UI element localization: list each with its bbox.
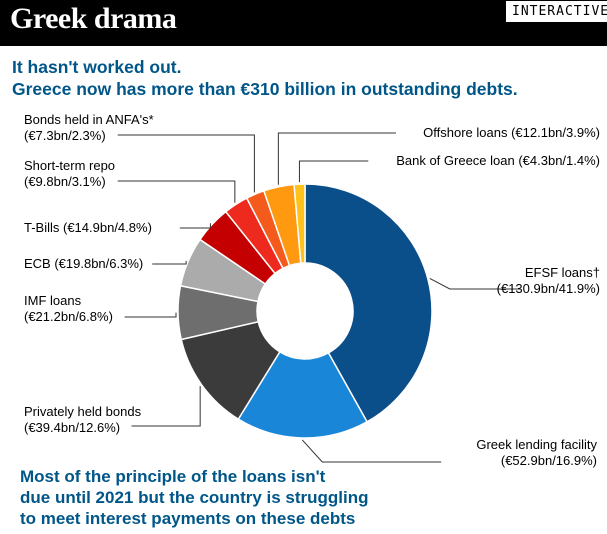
footnote-line-1: Most of the principle of the loans isn't [20, 467, 326, 486]
label-efsf-loans-line-1: EFSF loans† [525, 265, 600, 280]
page-title: Greek drama [10, 2, 177, 35]
leader-line-offshore-loans [277, 132, 396, 185]
leader-line-greek-lending-facility [301, 439, 442, 463]
footnote-line-2: due until 2021 but the country is strugg… [20, 488, 369, 507]
label-bonds-held-in-anfa-s-line-1: Bonds held in ANFA's* [24, 112, 154, 127]
leader-line-imf-loans [124, 312, 177, 318]
label-imf-loans-line-2: (€21.2bn/6.8%) [24, 309, 113, 324]
subtitle-line-2: Greece now has more than €310 billion in… [12, 79, 518, 99]
subtitle-line-1: It hasn't worked out. [12, 57, 182, 77]
label-t-bills: T-Bills (€14.9bn/4.8%) [24, 220, 152, 235]
subtitle: It hasn't worked out. Greece now has mor… [12, 56, 518, 100]
slice-efsf-loans [304, 183, 433, 423]
label-ecb: ECB (€19.8bn/6.3%) [24, 256, 143, 271]
header-bar: Greek drama INTERACTIVE [0, 0, 607, 46]
label-greek-lending-facility-line-1: Greek lending facility [476, 437, 597, 452]
slice-bank-of-greece-loan [293, 183, 306, 264]
leader-line-efsf-loans [429, 277, 521, 290]
label-privately-held-bonds-line-1: Privately held bonds [24, 404, 142, 419]
label-short-term-repo-line-1: Short-term repo [24, 158, 115, 173]
leader-line-t-bills [179, 223, 211, 229]
leader-line-privately-held-bonds [131, 386, 201, 427]
interactive-badge[interactable]: INTERACTIVE [505, 0, 607, 23]
label-privately-held-bonds-line-2: (€39.4bn/12.6%) [24, 420, 120, 435]
label-greek-lending-facility-line-2: (€52.9bn/16.9%) [501, 453, 597, 468]
label-bank-of-greece-loan: Bank of Greece loan (€4.3bn/1.4%) [396, 153, 600, 168]
label-bonds-held-in-anfa-s-line-2: (€7.3bn/2.3%) [24, 128, 106, 143]
label-offshore-loans: Offshore loans (€12.1bn/3.9%) [423, 125, 600, 140]
label-imf-loans-line-1: IMF loans [24, 293, 82, 308]
footnote: Most of the principle of the loans isn't… [20, 466, 369, 529]
label-efsf-loans-line-2: (€130.9bn/41.9%) [497, 281, 600, 296]
slice-greek-lending-facility [237, 350, 369, 439]
leader-line-short-term-repo [117, 180, 236, 203]
leader-line-bank-of-greece-loan [298, 160, 369, 183]
leader-line-ecb [152, 260, 187, 265]
label-short-term-repo-line-2: (€9.8bn/3.1%) [24, 174, 106, 189]
leader-line-bonds-held-in-anfa-s [117, 134, 255, 193]
footnote-line-3: to meet interest payments on these debts [20, 509, 356, 528]
